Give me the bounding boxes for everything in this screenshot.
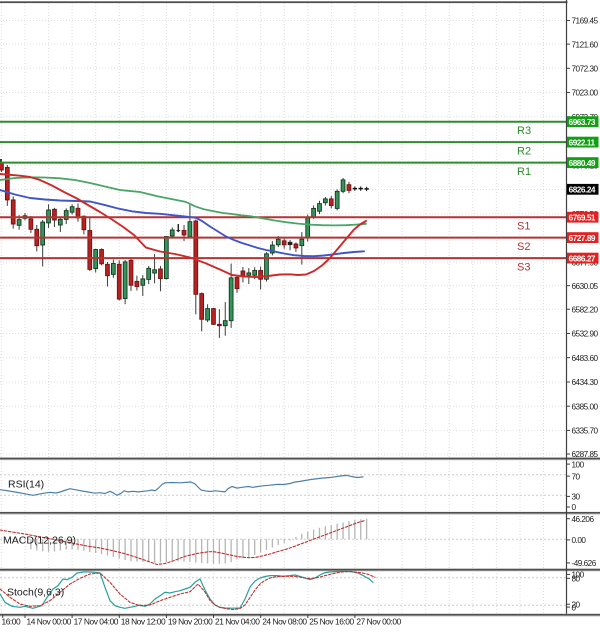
svg-text:6335.70: 6335.70 [572,427,599,436]
svg-text:18 Nov 12:00: 18 Nov 12:00 [121,616,166,626]
svg-text:17 Nov 04:00: 17 Nov 04:00 [74,616,119,626]
svg-text:6963.73: 6963.73 [569,118,596,127]
svg-text:0.00: 0.00 [572,536,587,545]
svg-text:0: 0 [572,603,577,612]
svg-text:70: 70 [572,472,581,481]
svg-text:21 Nov 04:00: 21 Nov 04:00 [215,616,260,626]
svg-text:S3: S3 [517,262,530,274]
svg-text:6483.60: 6483.60 [572,354,599,363]
svg-text:6880.49: 6880.49 [569,159,596,168]
svg-text:Stoch(9,6,3): Stoch(9,6,3) [7,587,64,599]
svg-text:27 Nov 00:00: 27 Nov 00:00 [356,616,401,626]
svg-text:RSI(14): RSI(14) [8,479,44,491]
svg-text:S2: S2 [517,241,530,253]
svg-text:6630.05: 6630.05 [572,282,599,291]
svg-text:7072.30: 7072.30 [572,65,599,74]
svg-text:7169.45: 7169.45 [572,17,599,26]
svg-text:100: 100 [572,460,585,469]
svg-text:R3: R3 [517,125,531,137]
svg-text:46.206: 46.206 [572,515,595,524]
svg-text:30: 30 [572,493,581,502]
svg-text:R1: R1 [517,166,531,178]
svg-text:6385.00: 6385.00 [572,402,599,411]
svg-text:6582.20: 6582.20 [572,305,599,314]
svg-text:16:00: 16:00 [2,616,22,626]
svg-text:100: 100 [572,571,585,580]
svg-text:6686.27: 6686.27 [569,254,596,263]
svg-text:14 Nov 00:00: 14 Nov 00:00 [27,616,72,626]
svg-text:0: 0 [572,503,577,512]
svg-text:S1: S1 [517,221,530,233]
svg-text:6532.90: 6532.90 [572,330,599,339]
svg-text:6769.51: 6769.51 [569,214,596,223]
svg-text:6922.11: 6922.11 [569,138,596,147]
svg-text:6727.89: 6727.89 [569,234,596,243]
svg-text:6826.24: 6826.24 [569,186,596,195]
svg-text:-49.626: -49.626 [572,559,597,568]
svg-text:80: 80 [572,575,581,584]
svg-text:7023.00: 7023.00 [572,89,599,98]
svg-text:6434.30: 6434.30 [572,378,599,387]
svg-text:MACD(12,26,9): MACD(12,26,9) [3,535,76,547]
svg-text:6287.85: 6287.85 [572,450,599,459]
svg-text:7121.60: 7121.60 [572,40,599,49]
svg-text:24 Nov 08:00: 24 Nov 08:00 [262,616,307,626]
svg-text:19 Nov 20:00: 19 Nov 20:00 [168,616,213,626]
svg-text:R2: R2 [517,146,531,158]
svg-text:20: 20 [572,600,581,609]
svg-text:25 Nov 16:00: 25 Nov 16:00 [309,616,354,626]
